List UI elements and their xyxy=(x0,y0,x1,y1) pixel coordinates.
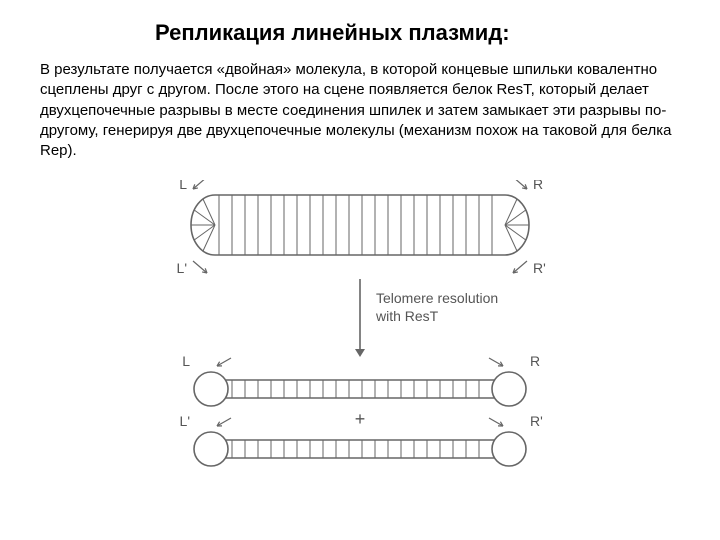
svg-text:with ResT: with ResT xyxy=(375,308,439,324)
svg-text:R': R' xyxy=(530,413,543,429)
svg-text:R: R xyxy=(530,353,540,369)
body-paragraph: В результате получается «двойная» молеку… xyxy=(40,60,680,161)
slide: Репликация линейных плазмид: В результат… xyxy=(0,0,720,540)
svg-text:L: L xyxy=(182,353,190,369)
svg-text:+: + xyxy=(355,409,366,429)
svg-text:Telomere resolution: Telomere resolution xyxy=(376,290,498,306)
svg-text:L': L' xyxy=(177,260,187,276)
svg-text:L': L' xyxy=(180,413,190,429)
page-title: Репликация линейных плазмид: xyxy=(155,20,575,46)
plasmid-resolution-diagram: L L' R R' Telomere resolution with ResT L R + L' R… xyxy=(110,180,610,530)
svg-text:L: L xyxy=(179,180,187,192)
diagram-svg: L L' R R' Telomere resolution with ResT L R + L' R… xyxy=(110,180,610,530)
svg-text:R': R' xyxy=(533,260,546,276)
svg-text:R: R xyxy=(533,180,543,192)
